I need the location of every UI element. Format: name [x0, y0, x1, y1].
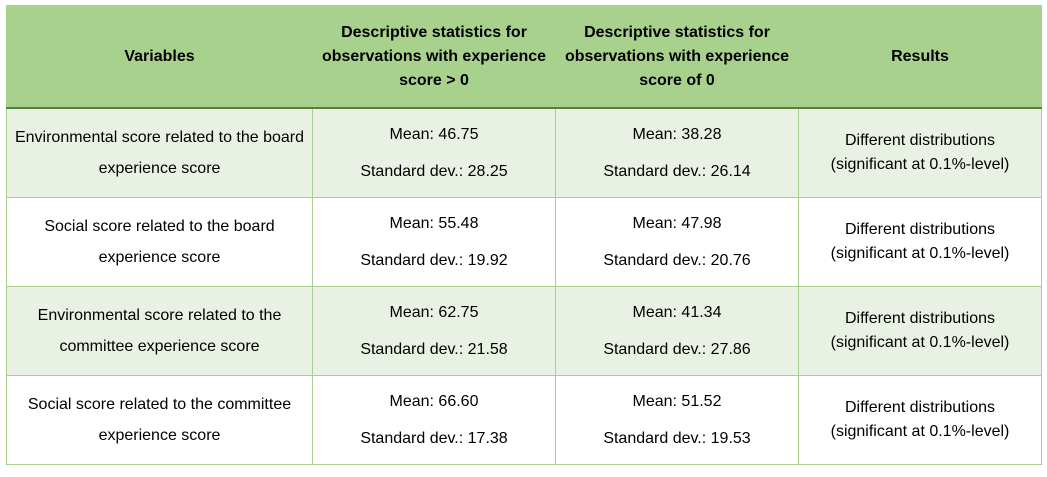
header-variables: Variables [6, 5, 313, 109]
result-significance: (significant at 0.1%-level) [830, 423, 1010, 440]
result-text: Different distributions [845, 399, 995, 416]
std-dev-value: Standard dev.: 26.14 [603, 163, 751, 180]
variable-cell: Environmental score related to the commi… [6, 286, 313, 376]
mean-value: Mean: 46.75 [389, 126, 479, 143]
result-significance: (significant at 0.1%-level) [830, 334, 1010, 351]
table-row: Environmental score related to the board… [6, 107, 1042, 198]
zero-stats-cell: Mean: 38.28 Standard dev.: 26.14 [555, 107, 799, 198]
header-stats-positive: Descriptive statistics for observations … [312, 5, 556, 109]
result-significance: (significant at 0.1%-level) [830, 245, 1010, 262]
result-cell: Different distributions (significant at … [798, 107, 1042, 198]
mean-value: Mean: 66.60 [389, 393, 479, 410]
std-dev-value: Standard dev.: 20.76 [603, 252, 751, 269]
header-stats-zero: Descriptive statistics for observations … [555, 5, 799, 109]
mean-value: Mean: 38.28 [632, 126, 722, 143]
std-dev-value: Standard dev.: 28.25 [360, 163, 508, 180]
std-dev-value: Standard dev.: 27.86 [603, 341, 751, 358]
mean-value: Mean: 47.98 [632, 215, 722, 232]
variable-cell: Social score related to the board experi… [6, 197, 313, 287]
variable-cell: Environmental score related to the board… [6, 107, 313, 198]
table-row: Environmental score related to the commi… [6, 286, 1042, 376]
table-row: Social score related to the board experi… [6, 197, 1042, 287]
result-cell: Different distributions (significant at … [798, 375, 1042, 465]
header-results: Results [798, 5, 1042, 109]
std-dev-value: Standard dev.: 17.38 [360, 430, 508, 447]
positive-stats-cell: Mean: 55.48 Standard dev.: 19.92 [312, 197, 556, 287]
mean-value: Mean: 41.34 [632, 304, 722, 321]
statistics-table: Variables Descriptive statistics for obs… [6, 5, 1042, 465]
result-text: Different distributions [845, 310, 995, 327]
variable-cell: Social score related to the committee ex… [6, 375, 313, 465]
result-cell: Different distributions (significant at … [798, 197, 1042, 287]
mean-value: Mean: 55.48 [389, 215, 479, 232]
positive-stats-cell: Mean: 66.60 Standard dev.: 17.38 [312, 375, 556, 465]
zero-stats-cell: Mean: 51.52 Standard dev.: 19.53 [555, 375, 799, 465]
positive-stats-cell: Mean: 46.75 Standard dev.: 28.25 [312, 107, 556, 198]
statistics-table-container: Variables Descriptive statistics for obs… [6, 5, 1042, 465]
mean-value: Mean: 62.75 [389, 304, 479, 321]
result-cell: Different distributions (significant at … [798, 286, 1042, 376]
zero-stats-cell: Mean: 47.98 Standard dev.: 20.76 [555, 197, 799, 287]
table-row: Social score related to the committee ex… [6, 375, 1042, 465]
header-row: Variables Descriptive statistics for obs… [6, 5, 1042, 109]
mean-value: Mean: 51.52 [632, 393, 722, 410]
std-dev-value: Standard dev.: 21.58 [360, 341, 508, 358]
positive-stats-cell: Mean: 62.75 Standard dev.: 21.58 [312, 286, 556, 376]
result-text: Different distributions [845, 132, 995, 149]
result-text: Different distributions [845, 221, 995, 238]
std-dev-value: Standard dev.: 19.92 [360, 252, 508, 269]
std-dev-value: Standard dev.: 19.53 [603, 430, 751, 447]
result-significance: (significant at 0.1%-level) [830, 156, 1010, 173]
zero-stats-cell: Mean: 41.34 Standard dev.: 27.86 [555, 286, 799, 376]
